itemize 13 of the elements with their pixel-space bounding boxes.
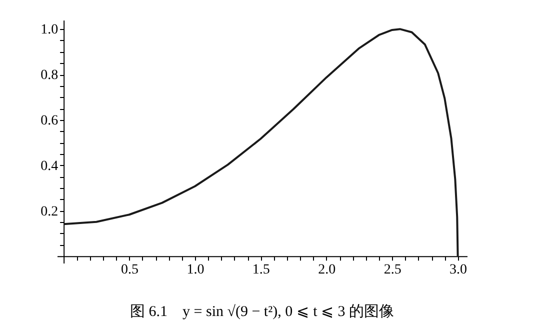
caption: 图 6.1 y = sin √(9 − t²), 0 ⩽ t ⩽ 3 的图像 [130,303,394,320]
x-tick-label: 2.5 [384,262,402,278]
x-tick-label: 1.5 [252,262,270,278]
x-tick-label: 3.0 [450,262,468,278]
x-tick-label: 0.5 [121,262,139,278]
y-tick-label: 0.8 [40,68,58,84]
y-tick-label: 0.6 [40,113,58,128]
x-tick-label: 1.0 [186,262,204,278]
line-series [62,28,459,258]
y-tick-label: 0.4 [40,158,58,174]
y-tick-label: 0.2 [40,204,58,220]
y-tick-label: 1.0 [40,22,58,38]
x-tick-label: 2.0 [318,262,336,278]
